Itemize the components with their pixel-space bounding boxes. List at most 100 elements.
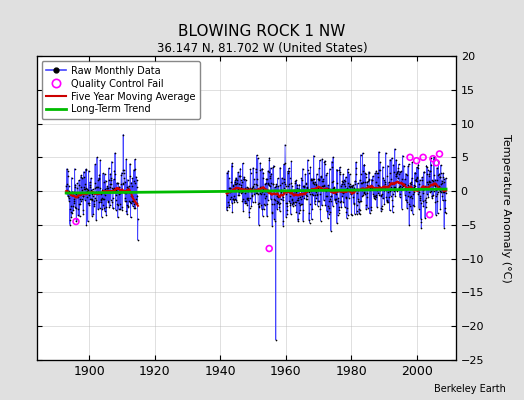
Point xyxy=(115,184,124,190)
Point xyxy=(264,168,272,174)
Point xyxy=(231,177,239,184)
Point xyxy=(420,186,429,192)
Point xyxy=(279,176,288,182)
Point xyxy=(438,180,446,186)
Point xyxy=(341,187,350,194)
Point xyxy=(92,217,101,224)
Point xyxy=(304,187,312,193)
Point xyxy=(364,176,373,183)
Point xyxy=(433,191,441,197)
Point xyxy=(417,224,425,231)
Point xyxy=(400,162,408,169)
Point xyxy=(312,194,320,201)
Point xyxy=(355,206,364,212)
Point xyxy=(332,166,341,173)
Point xyxy=(289,203,297,209)
Point xyxy=(72,216,81,222)
Point xyxy=(243,202,252,208)
Point xyxy=(306,190,314,197)
Point xyxy=(346,189,355,195)
Point xyxy=(348,183,356,190)
Point xyxy=(278,180,286,186)
Point xyxy=(132,196,140,202)
Point xyxy=(70,196,78,202)
Point xyxy=(232,181,240,187)
Point xyxy=(245,187,253,193)
Point xyxy=(325,198,333,204)
Point xyxy=(394,165,402,171)
Point xyxy=(277,189,286,195)
Point xyxy=(113,180,121,186)
Point xyxy=(433,164,441,171)
Point xyxy=(394,170,402,176)
Point xyxy=(107,180,115,187)
Point xyxy=(64,173,72,180)
Point xyxy=(333,167,342,174)
Point xyxy=(361,179,369,185)
Point xyxy=(435,183,443,189)
Point xyxy=(270,196,279,202)
Point xyxy=(267,170,276,177)
Point xyxy=(361,191,369,197)
Point xyxy=(410,170,419,176)
Point xyxy=(372,192,380,198)
Point xyxy=(419,187,427,194)
Point xyxy=(401,170,410,177)
Point xyxy=(227,163,236,169)
Point xyxy=(257,191,265,197)
Point xyxy=(383,197,391,204)
Point xyxy=(425,173,433,180)
Point xyxy=(102,177,110,184)
Point xyxy=(298,193,306,199)
Point xyxy=(350,201,358,208)
Point xyxy=(254,201,263,207)
Point xyxy=(100,205,108,211)
Point xyxy=(79,193,87,200)
Point xyxy=(75,213,84,220)
Point xyxy=(108,185,116,192)
Point xyxy=(337,183,345,189)
Point xyxy=(350,184,358,191)
Point xyxy=(105,184,114,190)
Point xyxy=(237,190,245,196)
Point xyxy=(345,186,354,193)
Point xyxy=(329,178,337,184)
Point xyxy=(258,165,266,172)
Point xyxy=(386,169,394,176)
Point xyxy=(117,170,126,176)
Point xyxy=(438,178,446,184)
Point xyxy=(368,176,376,183)
Point xyxy=(243,196,251,202)
Point xyxy=(374,190,383,196)
Point xyxy=(337,189,346,195)
Point xyxy=(377,206,386,212)
Point xyxy=(91,185,99,192)
Point xyxy=(232,197,241,203)
Point xyxy=(344,186,353,193)
Point xyxy=(369,173,377,179)
Point xyxy=(409,184,418,190)
Point xyxy=(119,166,128,173)
Point xyxy=(401,181,409,188)
Point xyxy=(402,197,411,203)
Point xyxy=(418,183,426,190)
Point xyxy=(399,182,407,188)
Point xyxy=(313,198,322,204)
Point xyxy=(84,168,93,174)
Point xyxy=(323,185,331,192)
Point xyxy=(98,206,106,212)
Point xyxy=(357,198,366,204)
Point xyxy=(362,202,370,208)
Point xyxy=(340,183,348,189)
Point xyxy=(359,192,367,199)
Point xyxy=(316,173,325,180)
Point xyxy=(123,184,131,190)
Point xyxy=(245,205,254,211)
Point xyxy=(109,186,117,192)
Point xyxy=(126,214,135,221)
Point xyxy=(80,186,89,192)
Point xyxy=(73,194,81,200)
Point xyxy=(297,175,305,182)
Point xyxy=(116,190,124,196)
Point xyxy=(246,195,254,202)
